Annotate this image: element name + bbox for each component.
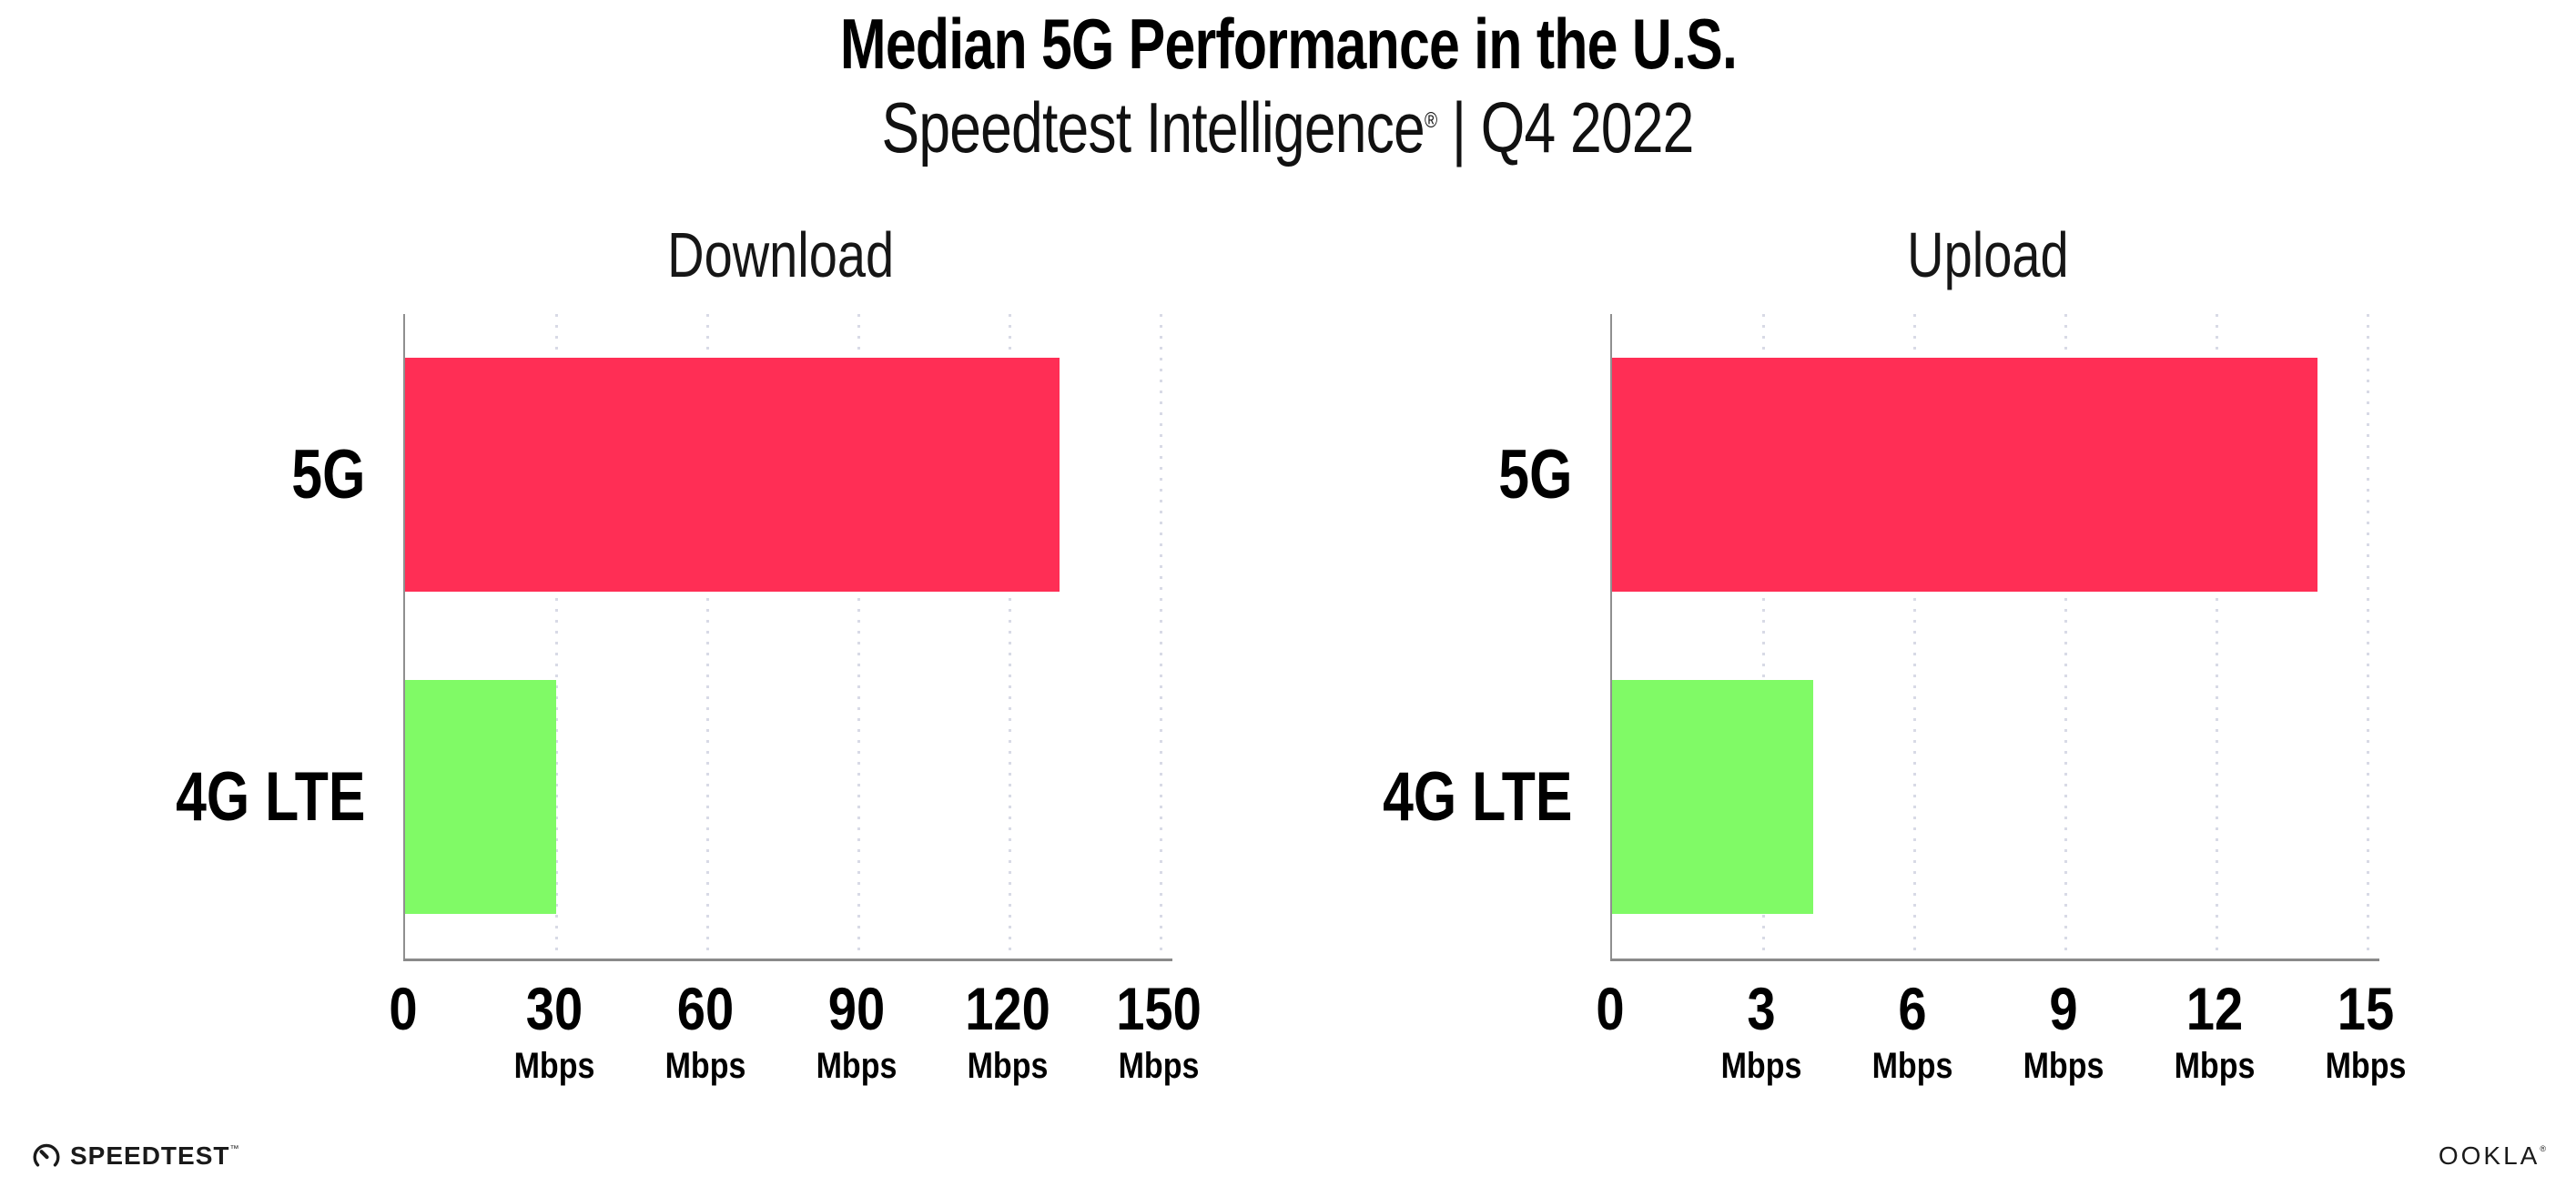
x-tick-value: 60: [676, 975, 735, 1042]
gridline-6: [1912, 314, 1916, 959]
ookla-logo: OOKLA®: [2439, 1143, 2549, 1169]
registered-mark: ®: [1425, 108, 1437, 133]
upload-x-axis-ticks: 0 3 Mbps 6 Mbps 9 Mbps 12 Mbps 15 Mbps: [1596, 979, 2406, 1115]
gridline-30: [554, 314, 558, 959]
category-label-5g: 5G: [290, 436, 365, 513]
subtitle-period: | Q4 2022: [1436, 87, 1695, 167]
4g-lte-bar: [1612, 680, 1814, 915]
upload-x-axis-line: [1610, 959, 2379, 961]
x-tick-unit: Mbps: [967, 1046, 1049, 1086]
gridline-12: [2215, 314, 2218, 959]
x-tick-value: 6: [1898, 975, 1927, 1042]
x-tick-value: 0: [1596, 975, 1625, 1042]
x-tick-value: 3: [1747, 975, 1776, 1042]
speedtest-logo: SPEEDTEST™: [32, 1141, 239, 1172]
download-chart-panel: Download 5G 4G LTE 0 30 Mbps 60 Mbps 90 Mbps 120…: [76, 209, 1202, 1120]
download-plot-area: [403, 314, 1162, 959]
5g-bar: [405, 358, 1060, 593]
x-tick-unit: Mbps: [664, 1046, 746, 1086]
gridline-9: [2064, 314, 2067, 959]
download-category-labels: 5G 4G LTE: [76, 314, 365, 959]
speedtest-gauge-icon: [33, 1143, 60, 1167]
x-tick-unit: Mbps: [2325, 1046, 2407, 1086]
x-tick-0: 0: [303, 979, 503, 1039]
trademark-mark: ™: [229, 1144, 240, 1154]
download-x-axis-ticks: 0 30 Mbps 60 Mbps 90 Mbps 120 Mbps 150 Mbps: [389, 979, 1201, 1115]
figure-title: Median 5G Performance in the U.S.: [839, 4, 1737, 84]
x-tick-unit: Mbps: [1118, 1046, 1200, 1086]
ookla-wordmark: OOKLA: [2438, 1141, 2541, 1170]
category-label-5g: 5G: [1497, 436, 1572, 513]
x-tick-0: 0: [1510, 979, 1710, 1039]
x-tick-value: 30: [525, 975, 583, 1042]
gridline-3: [1761, 314, 1765, 959]
gridline-60: [705, 314, 709, 959]
x-tick-value: 120: [965, 975, 1050, 1042]
x-tick-unit: Mbps: [1720, 1046, 1802, 1086]
x-tick-unit: Mbps: [2174, 1046, 2256, 1086]
download-x-axis-line: [403, 959, 1172, 961]
ookla-registered-mark: ®: [2540, 1144, 2549, 1153]
x-tick-120: 120 Mbps: [908, 979, 1108, 1084]
x-tick-value: 150: [1116, 975, 1202, 1042]
x-tick-value: 0: [389, 975, 418, 1042]
download-chart-title: Download: [667, 219, 895, 290]
upload-chart-panel: Upload 5G 4G LTE 0 3 Mbps 6 Mbps 9 Mbps 12 Mbps 15…: [1283, 209, 2407, 1120]
gridline-150: [1159, 314, 1162, 959]
gridline-120: [1008, 314, 1011, 959]
upload-plot-area: [1610, 314, 2369, 959]
x-tick-15: 15 Mbps: [2266, 979, 2466, 1084]
x-tick-90: 90 Mbps: [756, 979, 957, 1084]
upload-chart-title: Upload: [1907, 219, 2069, 290]
subtitle-brand: Speedtest Intelligence: [881, 87, 1425, 167]
x-tick-9: 9 Mbps: [1963, 979, 2164, 1084]
speedtest-wordmark: SPEEDTEST™: [70, 1141, 240, 1170]
x-tick-30: 30 Mbps: [454, 979, 654, 1084]
gridline-15: [2366, 314, 2369, 959]
category-label-4g-lte: 4G LTE: [175, 758, 365, 836]
x-tick-unit: Mbps: [513, 1046, 595, 1086]
figure-subtitle: Speedtest Intelligence® | Q4 2022: [0, 86, 2576, 171]
x-tick-value: 9: [2049, 975, 2078, 1042]
x-tick-60: 60 Mbps: [605, 979, 806, 1084]
4g-lte-bar: [405, 680, 556, 915]
x-tick-unit: Mbps: [2023, 1046, 2104, 1086]
x-tick-value: 15: [2337, 975, 2395, 1042]
x-tick-3: 3 Mbps: [1661, 979, 1861, 1084]
x-tick-unit: Mbps: [1871, 1046, 1953, 1086]
5g-bar: [1612, 358, 2317, 593]
upload-category-labels: 5G 4G LTE: [1283, 314, 1572, 959]
x-tick-value: 90: [827, 975, 886, 1042]
x-tick-unit: Mbps: [816, 1046, 898, 1086]
x-tick-value: 12: [2186, 975, 2244, 1042]
category-label-4g-lte: 4G LTE: [1382, 758, 1572, 836]
x-tick-12: 12 Mbps: [2115, 979, 2315, 1084]
x-tick-6: 6 Mbps: [1812, 979, 2013, 1084]
x-tick-150: 150 Mbps: [1059, 979, 1259, 1084]
gridline-90: [857, 314, 860, 959]
